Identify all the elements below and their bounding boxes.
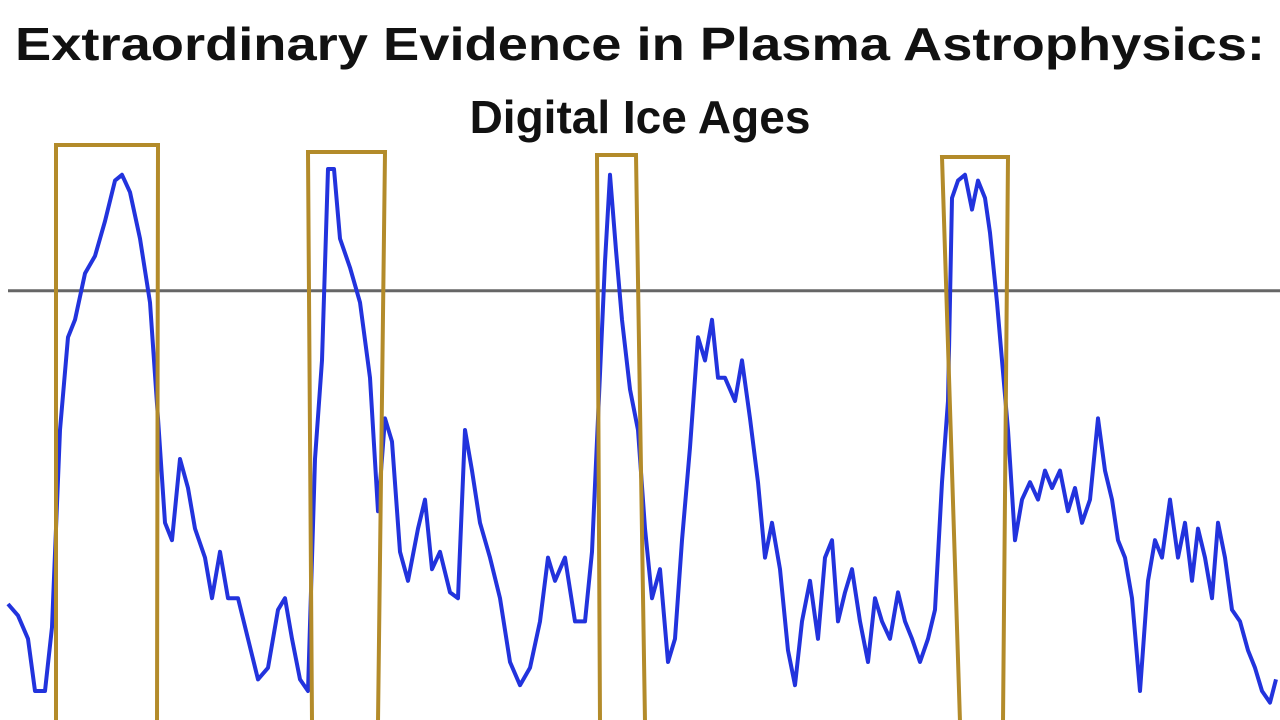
plot xyxy=(6,167,1280,705)
highlight-box xyxy=(305,150,388,720)
data-line xyxy=(6,167,1278,705)
highlight-boxes xyxy=(54,143,1011,720)
highlight-box xyxy=(594,153,647,720)
highlight-box xyxy=(54,143,161,720)
subtitle: Digital Ice Ages xyxy=(470,91,811,143)
highlight-box xyxy=(939,155,1011,720)
title: Extraordinary Evidence in Plasma Astroph… xyxy=(15,18,1265,70)
